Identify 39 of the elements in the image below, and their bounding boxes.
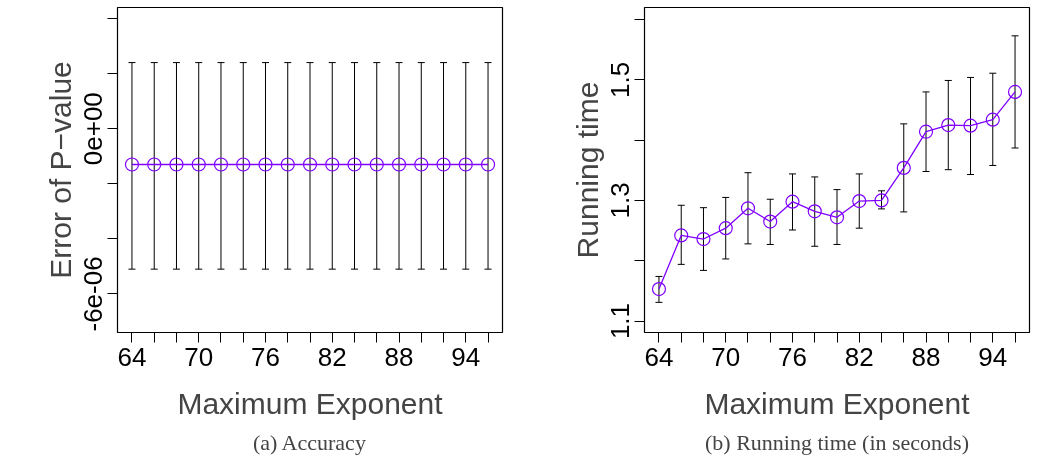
x-tick-label: 94: [451, 341, 481, 372]
text: (a) Accuracy: [252, 429, 366, 455]
point: [852, 193, 867, 209]
point: [918, 124, 934, 139]
x-tick-label: 70: [184, 341, 214, 372]
point: [651, 282, 667, 297]
x-tick-label: 76: [778, 341, 807, 372]
point: [763, 214, 778, 229]
point: [985, 112, 1000, 127]
x-tick-label: 70: [711, 341, 741, 372]
x-axis-title: Maximum Exponent: [704, 386, 971, 420]
point: [674, 228, 689, 243]
y-tick-label: 1.3: [605, 182, 636, 219]
x-tick-label: 76: [251, 341, 280, 372]
y-tick-label: 0e+00: [78, 92, 109, 166]
x-tick-label: 82: [317, 341, 347, 372]
y-tick-label: -6e-06: [78, 256, 109, 332]
point: [1007, 84, 1023, 99]
text: (b) Running time (in seconds): [705, 429, 969, 455]
point: [785, 194, 800, 209]
point: [941, 117, 956, 133]
point: [807, 204, 822, 219]
x-axis-title: Maximum Exponent: [177, 386, 444, 420]
point: [718, 221, 733, 236]
point: [740, 201, 756, 216]
x-tick-label: 94: [978, 341, 1008, 372]
y-axis-title: Running time: [570, 81, 604, 259]
x-tick-label: 88: [911, 341, 941, 372]
x-tick-label: 82: [844, 341, 874, 372]
y-axis-title: Error of P−value: [43, 61, 77, 279]
x-tick-label: 64: [117, 341, 147, 372]
y-tick-label: 1.5: [605, 61, 636, 98]
point: [829, 210, 845, 225]
point: [963, 118, 978, 133]
point: [696, 231, 711, 247]
x-tick-label: 88: [384, 341, 414, 372]
y-tick-label: 1.1: [605, 302, 636, 340]
x-tick-label: 64: [644, 341, 674, 372]
point: [896, 160, 911, 175]
